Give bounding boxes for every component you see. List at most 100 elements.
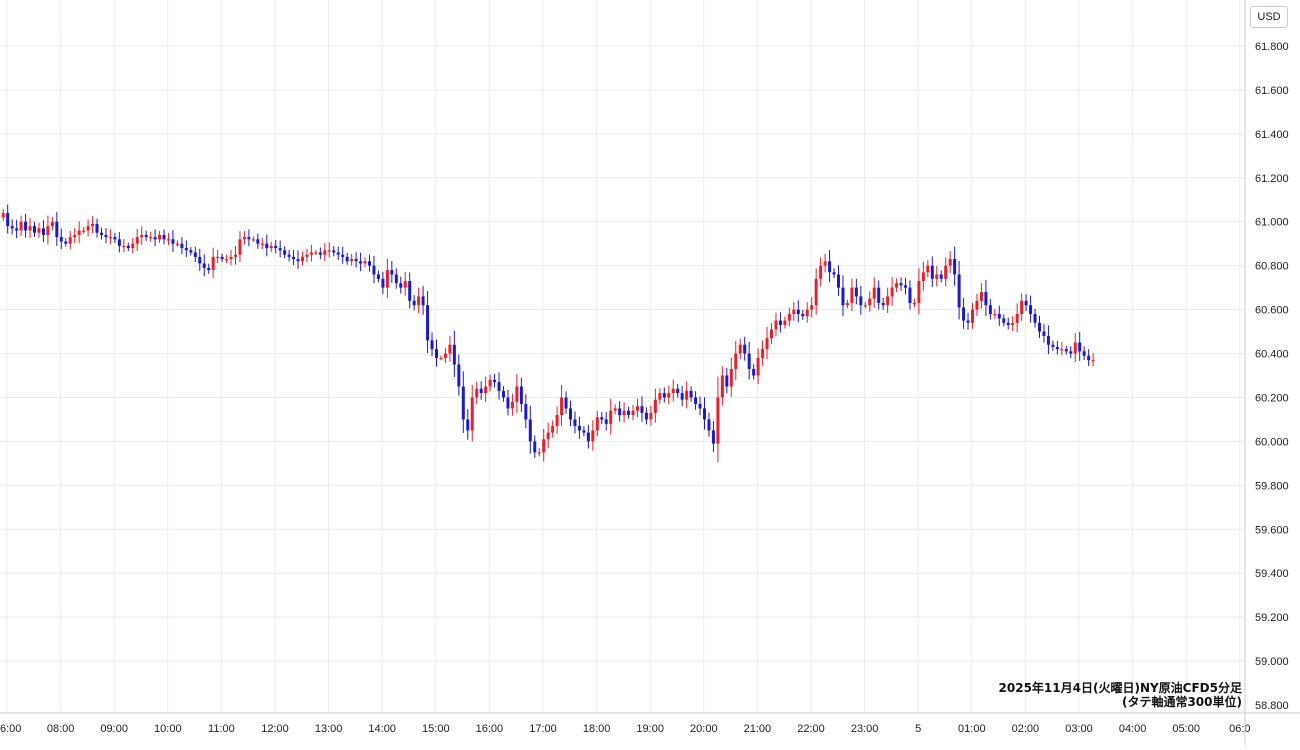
candle-body [19, 221, 23, 231]
candle-body [971, 309, 974, 323]
candle-body [82, 230, 86, 232]
candle-body [886, 296, 890, 306]
candle-body [1006, 322, 1010, 325]
candle-body [814, 278, 818, 306]
candle-body [819, 265, 823, 279]
candle-body [100, 232, 103, 235]
y-tick-label: 60.600 [1255, 305, 1289, 317]
candle-body [680, 393, 684, 400]
candle-body [73, 234, 77, 238]
candle-body [412, 300, 416, 306]
candle-body [801, 313, 805, 317]
candle-body [1051, 344, 1055, 347]
candle-body [452, 344, 456, 365]
candle-body [167, 239, 170, 241]
candle-body [770, 329, 773, 339]
candle-body [845, 303, 849, 306]
candle-body [359, 261, 363, 264]
candle-body [309, 252, 313, 255]
candle-body [260, 243, 264, 245]
candle-body [837, 274, 840, 288]
candle-body [841, 287, 845, 306]
x-tick-label: 05:00 [1172, 723, 1200, 735]
candle-body [792, 309, 796, 314]
candle-body [698, 404, 702, 409]
candle-body [247, 237, 251, 240]
x-tick-label: 5 [915, 723, 921, 735]
candle-body [189, 250, 193, 253]
candle-body [1015, 313, 1019, 323]
candle-body [493, 379, 497, 383]
y-tick-label: 59.600 [1255, 524, 1289, 536]
candle-body [948, 259, 952, 266]
candle-body [783, 320, 787, 325]
candle-body [95, 223, 99, 233]
candle-body [180, 243, 184, 249]
y-tick-label: 59.800 [1255, 480, 1289, 492]
candle-body [1091, 360, 1095, 362]
x-tick-label: 11:00 [208, 723, 235, 735]
candle-body [113, 237, 117, 240]
candle-body [278, 248, 282, 251]
candle-body [828, 261, 832, 273]
y-tick-label: 61.000 [1255, 217, 1289, 229]
candle-body [1002, 318, 1006, 323]
candle-body [555, 415, 559, 427]
candle-body [158, 234, 162, 240]
candle-body [91, 223, 95, 227]
y-tick-label: 61.400 [1255, 129, 1289, 141]
candle-body [408, 281, 412, 301]
candle-body [685, 390, 689, 400]
candle-body [318, 252, 322, 255]
candle-body [479, 388, 483, 394]
candle-body [403, 281, 407, 288]
candle-body [761, 349, 765, 358]
candle-body [283, 250, 287, 255]
candle-body [59, 237, 63, 242]
y-tick-label: 60.400 [1255, 349, 1289, 361]
candle-body [622, 410, 626, 416]
candle-body [984, 292, 988, 306]
x-tick-label: 21:00 [744, 723, 772, 735]
candle-body [899, 283, 903, 286]
candle-body [944, 265, 948, 279]
candle-body [586, 432, 590, 442]
candle-body [64, 241, 68, 244]
candle-body [372, 265, 376, 275]
candle-body [591, 430, 595, 442]
candle-body [269, 245, 273, 249]
candle-body [274, 245, 278, 249]
candle-body [381, 278, 385, 288]
candle-body [323, 250, 327, 255]
currency-badge[interactable]: USD [1250, 6, 1288, 28]
candle-body [988, 305, 992, 314]
candle-body [488, 379, 492, 387]
candle-body [184, 248, 188, 251]
candle-body [564, 397, 568, 409]
candle-body [242, 237, 246, 240]
x-tick-label: 09:00 [100, 723, 128, 735]
chart-caption-title: 2025年11月4日(火曜日)NY原油CFD5分足 [998, 681, 1242, 695]
candle-body [694, 397, 698, 405]
candle-body [1029, 305, 1033, 314]
candle-body [216, 256, 220, 259]
candle-body [528, 419, 532, 442]
candle-body [734, 353, 738, 369]
candle-body [314, 252, 318, 254]
candle-body [912, 303, 916, 305]
candle-body [738, 344, 742, 354]
candle-body [908, 287, 912, 304]
candle-body [6, 212, 10, 227]
y-tick-label: 59.200 [1255, 612, 1289, 624]
candle-body [376, 274, 380, 279]
candle-body [510, 401, 514, 409]
candle-body [881, 303, 885, 306]
candle-body [537, 452, 541, 454]
candle-body [108, 237, 112, 239]
candle-body [175, 243, 179, 245]
candle-body [1038, 322, 1041, 332]
x-tick-label: 08:00 [47, 723, 75, 735]
candle-body [28, 226, 32, 231]
